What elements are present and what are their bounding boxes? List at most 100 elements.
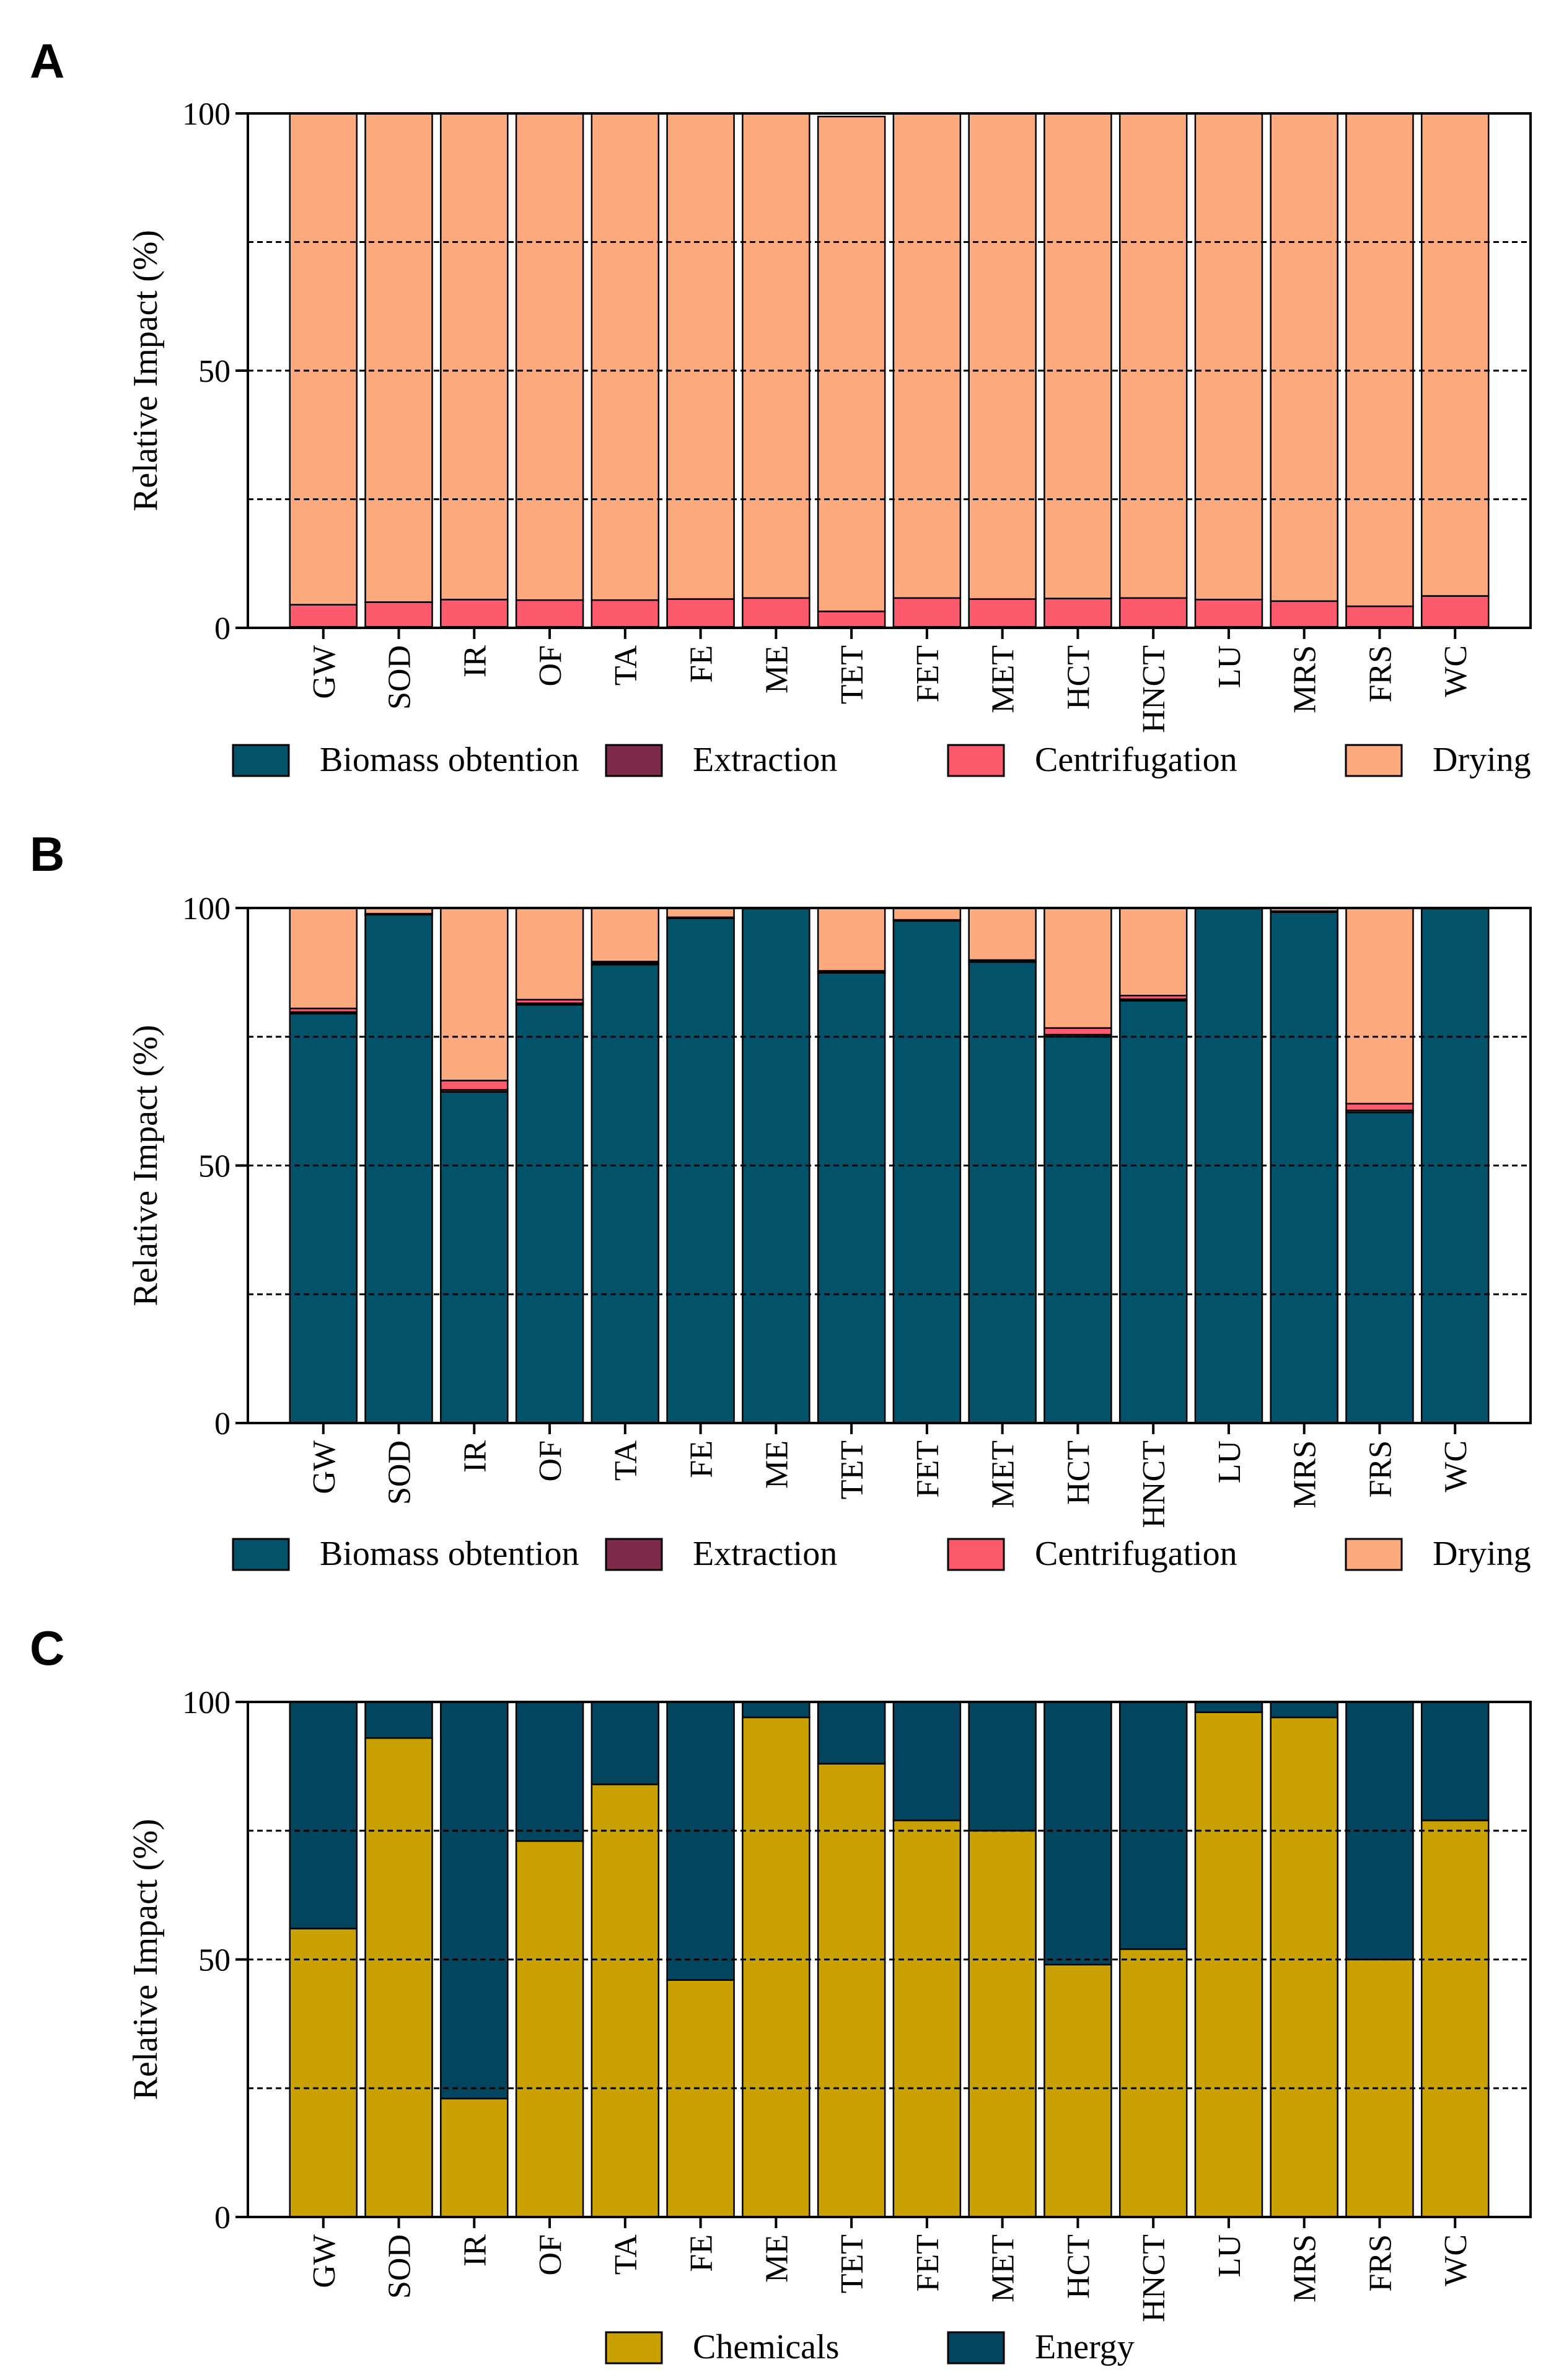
x-tick-label-me: ME [759,2234,794,2283]
bar-ir-centrifugation [440,599,509,628]
x-tick-label-ir: IR [457,1440,493,1473]
x-tick-label-mrs: MRS [1288,645,1323,713]
x-tick-label-hct: HCT [1061,2234,1096,2299]
bar-met-centrifugation [968,598,1037,628]
panel-label: A [30,33,64,88]
legend: Chemicals Energy [605,2328,1135,2366]
x-tick-label-wc: WC [1438,2234,1474,2286]
legend-swatch-biomass-obtention [232,1538,290,1571]
bar-of-energy [515,1701,584,1842]
bar-sod-energy [364,1701,433,1739]
legend-swatch-drying [1345,1538,1403,1571]
x-tick-label-lu: LU [1212,2234,1247,2277]
y-tick-label: 50 [198,1943,231,1978]
y-tick-label: 50 [198,354,231,389]
x-tick-label-ir: IR [457,645,493,677]
bar-gw-drying [289,112,358,606]
bar-me-drying [742,112,811,599]
x-tick-label-of: OF [533,2234,568,2275]
bar-me-energy [742,1701,811,1719]
y-axis-title: Relative Impact (%) [126,1818,165,2100]
panel-c: C Relative Impact (%) 0 50 100 GW SOD IR OF TA FE M… [30,1621,1532,2366]
bar-tet-chemicals [817,1763,886,2218]
bar-met-biomass-obtention [968,961,1037,1424]
bar-ir-chemicals [440,2097,509,2218]
x-tick-label-lu: LU [1212,1440,1247,1483]
x-tick-label-hct: HCT [1061,645,1096,710]
legend-label-drying: Drying [1433,741,1531,779]
x-tick-label-lu: LU [1212,645,1247,688]
bar-fet-biomass-obtention [892,920,962,1424]
bar-of-chemicals [515,1840,584,2218]
x-tick-label-ta: TA [608,1440,644,1481]
bar-tet-drying [817,115,886,612]
legend-label-biomass-obtention: Biomass obtention [320,741,579,779]
x-tick-label-gw: GW [307,2234,342,2288]
x-tick-label-ta: TA [608,645,644,686]
x-tick-label-fe: FE [684,1440,719,1478]
bar-of-drying [515,112,584,601]
bar-mrs-centrifugation [1270,600,1338,628]
bar-wc-chemicals [1420,1819,1490,2218]
bar-met-energy [968,1701,1037,1831]
bar-met-drying [968,112,1037,600]
bar-ir-centrifugation [440,1080,509,1091]
legend-swatch-biomass-obtention [232,744,290,777]
bar-ir-drying [440,112,509,601]
legend-swatch-centrifugation [947,744,1005,777]
legend-label-centrifugation: Centrifugation [1035,1535,1237,1573]
y-axis-title: Relative Impact (%) [126,1025,165,1306]
panel-b: B Relative Impact (%) 0 50 100 GW SOD IR OF TA FE M… [30,827,1532,1573]
bar-fe-drying [666,112,735,600]
legend-label-extraction: Extraction [693,741,837,779]
y-tick-label: 100 [182,97,231,132]
y-tick-label: 0 [214,2200,231,2236]
bar-frs-biomass-obtention [1345,1111,1414,1424]
x-tick-label-tet: TET [835,2234,870,2293]
bar-lu-drying [1194,112,1263,601]
bar-hct-drying [1043,112,1112,599]
bar-wc-energy [1420,1701,1490,1822]
bar-hct-centrifugation [1043,1027,1112,1036]
bar-sod-biomass-obtention [364,914,433,1424]
bar-hct-energy [1043,1701,1112,1966]
bar-lu-chemicals [1194,1711,1263,2218]
bar-wc-drying [1420,112,1490,597]
bar-met-chemicals [968,1830,1037,2218]
y-tick-label: 50 [198,1149,231,1184]
y-tick-label: 100 [182,1685,231,1721]
x-tick-label-hct: HCT [1061,1440,1096,1505]
bar-mrs-chemicals [1270,1716,1338,2218]
bar-mrs-drying [1270,112,1338,602]
y-axis-title: Relative Impact (%) [126,230,165,511]
bar-sod-centrifugation [364,601,433,628]
bar-tet-drying [817,907,886,972]
bar-fe-chemicals [666,1979,735,2218]
bar-hct-chemicals [1043,1963,1112,2218]
x-tick-label-hnct: HNCT [1136,1440,1172,1528]
x-tick-label-ta: TA [608,2234,644,2275]
x-tick-label-fet: FET [910,645,946,702]
legend-swatch-chemicals [605,2331,663,2365]
bar-tet-biomass-obtention [817,972,886,1424]
x-tick-label-ir: IR [457,2234,493,2267]
bar-me-centrifugation [742,597,811,628]
x-tick-label-fe: FE [684,2234,719,2272]
bar-lu-energy [1194,1701,1263,1713]
bar-fe-biomass-obtention [666,917,735,1424]
y-tick-label: 100 [182,891,231,927]
bar-fe-energy [666,1701,735,1981]
x-tick-label-met: MET [986,1440,1021,1509]
x-tick-label-hnct: HNCT [1136,2234,1172,2322]
bar-gw-energy [289,1701,358,1929]
bar-frs-centrifugation [1345,1103,1414,1111]
bar-tet-energy [817,1701,886,1765]
x-tick-label-frs: FRS [1363,645,1398,703]
legend-label-chemicals: Chemicals [693,2328,839,2366]
bar-met-drying [968,907,1037,961]
legend-swatch-extraction [605,744,663,777]
bar-of-centrifugation [515,599,584,628]
bar-ta-drying [591,907,660,963]
x-tick-label-tet: TET [835,645,870,704]
